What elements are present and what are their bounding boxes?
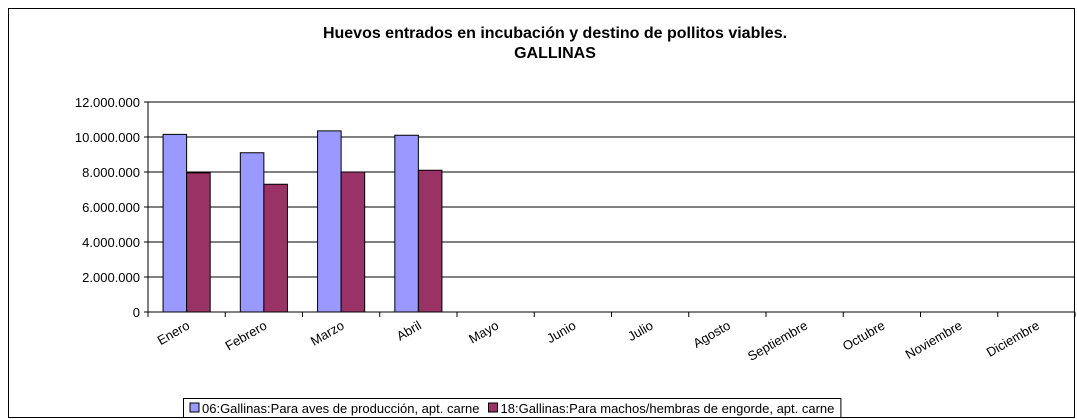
x-tick-label: Diciembre (984, 318, 1042, 360)
y-tick-label: 4.000.000 (82, 235, 140, 250)
bar (186, 172, 211, 313)
y-tick-label: 12.000.000 (75, 95, 140, 110)
x-tick-label: Marzo (308, 318, 347, 349)
bar (394, 134, 419, 313)
chart-subtitle: GALLINAS (514, 45, 596, 62)
bar (263, 183, 288, 313)
bar (340, 171, 366, 313)
bar (317, 130, 342, 313)
x-tick-label: Enero (155, 318, 193, 348)
x-tick-label: Octubre (840, 318, 888, 354)
x-tick-label: Mayo (466, 318, 501, 347)
y-tick-label: 0 (133, 305, 140, 320)
y-tick-label: 8.000.000 (82, 165, 140, 180)
bar (162, 133, 188, 313)
legend-label: 18:Gallinas:Para machos/hembras de engor… (501, 401, 835, 416)
legend: 06:Gallinas:Para aves de producción, apt… (183, 398, 842, 418)
bar (417, 169, 443, 313)
legend-marker (189, 402, 200, 413)
bar (239, 152, 265, 313)
y-tick-label: 10.000.000 (75, 130, 140, 145)
x-tick-label: Abril (394, 318, 424, 344)
legend-box (183, 398, 842, 418)
x-tick-label: Julio (625, 318, 656, 344)
x-tick-label: Febrero (222, 318, 269, 354)
x-tick-label: Junio (544, 318, 578, 347)
x-tick-label: Agosto (690, 318, 733, 351)
x-tick-label: Septiembre (745, 318, 810, 364)
y-tick-label: 2.000.000 (82, 270, 140, 285)
legend-marker (488, 402, 499, 413)
legend-label: 06:Gallinas:Para aves de producción, apt… (202, 401, 480, 416)
y-tick-label: 6.000.000 (82, 200, 140, 215)
chart-title: Huevos entrados en incubación y destino … (323, 25, 787, 42)
x-tick-label: Noviembre (903, 318, 965, 362)
